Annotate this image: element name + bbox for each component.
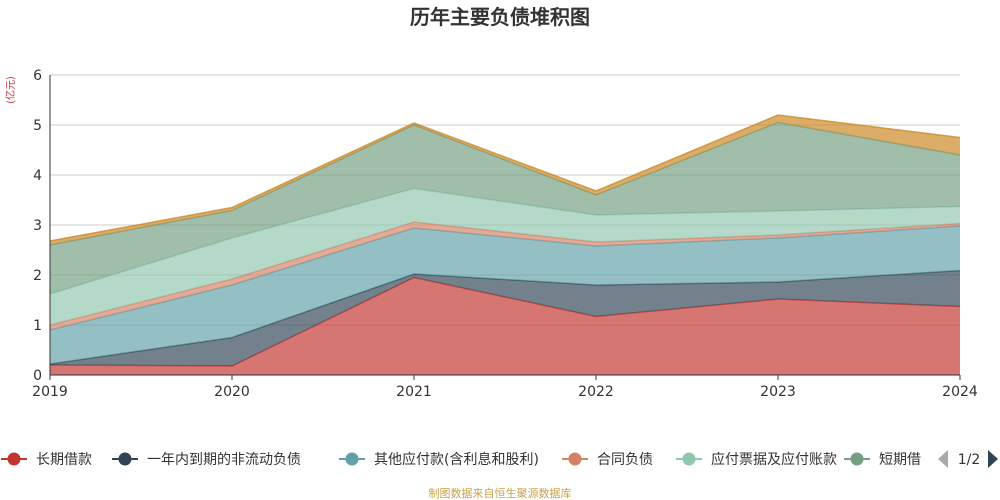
legend-circle-icon xyxy=(7,452,21,466)
legend-circle-icon xyxy=(345,452,359,466)
legend-pager: 1/2 xyxy=(938,450,998,468)
legend: 长期借款 一年内到期的非流动负债 其他应付款(含利息和股利) 合同负债 应付票据及应付账… xyxy=(1,451,921,468)
legend-label: 应付票据及应付账款 xyxy=(711,451,837,468)
legend-item[interactable]: 一年内到期的非流动负债 xyxy=(112,452,301,468)
area-series-6 xyxy=(50,122,960,294)
y-tick-label: 6 xyxy=(33,68,42,84)
x-tick-label: 2020 xyxy=(214,384,250,400)
legend-circle-icon xyxy=(850,452,864,466)
legend-prev-page-icon[interactable] xyxy=(938,450,948,468)
y-tick-label: 0 xyxy=(33,368,42,384)
area-series-1 xyxy=(50,277,960,375)
y-tick-label: 2 xyxy=(33,268,42,284)
legend-circle-icon xyxy=(682,452,696,466)
legend-label: 一年内到期的非流动负债 xyxy=(147,452,301,468)
x-tick-label: 2019 xyxy=(32,384,68,400)
y-tick-label: 3 xyxy=(33,218,42,234)
area-series-line-7 xyxy=(49,114,961,242)
x-axis-ticks: 2019 2020 2021 2022 2023 2024 xyxy=(32,375,978,400)
y-tick-label: 5 xyxy=(33,118,42,134)
legend-item[interactable]: 长期借款 xyxy=(1,452,92,468)
axes xyxy=(49,75,960,376)
legend-item[interactable]: 短期借 xyxy=(844,452,921,468)
legend-item[interactable]: 合同负债 xyxy=(562,452,653,468)
y-tick-label: 1 xyxy=(33,318,42,334)
legend-next-page-icon[interactable] xyxy=(988,450,998,468)
x-tick-label: 2021 xyxy=(396,384,432,400)
legend-circle-icon xyxy=(118,452,132,466)
legend-label: 合同负债 xyxy=(597,452,653,468)
area-series-group xyxy=(49,114,961,375)
area-series-7 xyxy=(50,115,960,245)
y-axis-unit-label: (亿元) xyxy=(4,76,17,104)
data-source-footer: 制图数据来自恒生聚源数据库 xyxy=(429,486,572,500)
y-tick-label: 4 xyxy=(33,168,42,184)
area-series-5 xyxy=(50,188,960,325)
legend-item[interactable]: 应付票据及应付账款 xyxy=(676,451,837,468)
legend-page-indicator: 1/2 xyxy=(958,452,981,468)
legend-item[interactable]: 其他应付款(含利息和股利) xyxy=(339,451,539,468)
legend-circle-icon xyxy=(568,452,582,466)
y-axis-ticks: 0 1 2 3 4 5 6 xyxy=(33,68,42,384)
area-series-2 xyxy=(50,270,960,366)
legend-label: 长期借款 xyxy=(36,452,92,468)
chart-title: 历年主要负债堆积图 xyxy=(410,5,590,29)
area-series-3 xyxy=(50,226,960,364)
x-tick-label: 2024 xyxy=(942,384,978,400)
x-tick-label: 2023 xyxy=(760,384,796,400)
x-tick-label: 2022 xyxy=(578,384,614,400)
legend-label: 短期借 xyxy=(879,452,921,468)
legend-label: 其他应付款(含利息和股利) xyxy=(374,451,539,468)
